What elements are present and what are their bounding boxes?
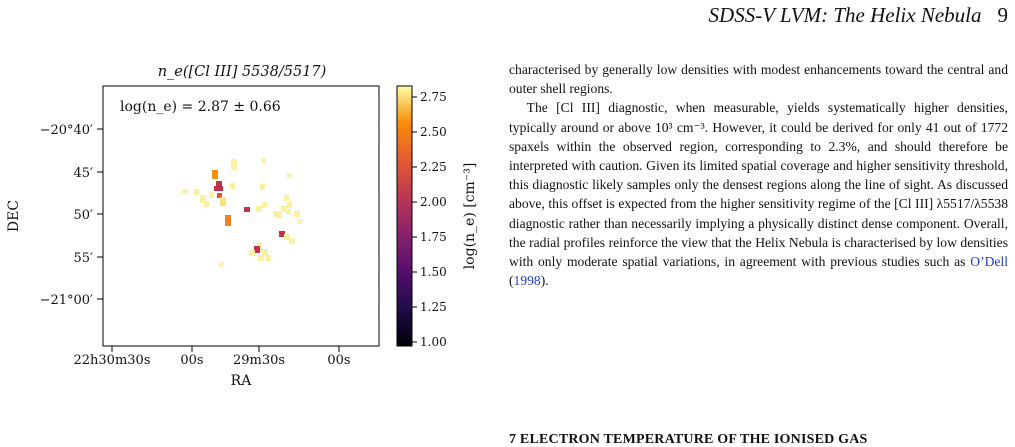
spaxel-cell bbox=[217, 193, 222, 198]
x-tick-label: 29m30s bbox=[233, 353, 285, 368]
spaxel-cell bbox=[284, 234, 290, 240]
spaxel-cell bbox=[260, 184, 265, 190]
spaxel-cell bbox=[276, 212, 282, 218]
citation-year-link[interactable]: 1998 bbox=[513, 273, 541, 289]
paragraph-2-text: The [Cl III] diagnostic, when measurable… bbox=[509, 100, 1008, 270]
colorbar bbox=[396, 85, 413, 347]
colorbar-tick-label: 2.25 bbox=[420, 160, 447, 174]
spaxel-cell bbox=[216, 181, 222, 190]
spaxel-cell bbox=[182, 189, 188, 194]
y-tick-label: 50′ bbox=[74, 208, 94, 223]
colorbar-label: log(n_e) [cm⁻³] bbox=[462, 163, 478, 270]
x-tick-label: 00s bbox=[327, 353, 350, 368]
spaxel-cell bbox=[231, 159, 237, 170]
spaxel-cell bbox=[244, 207, 250, 212]
spaxel-cell bbox=[261, 158, 266, 163]
colorbar-tick-label: 2.00 bbox=[420, 195, 447, 209]
spaxel-cell bbox=[262, 202, 267, 208]
colorbar-tick-label: 1.25 bbox=[420, 300, 447, 314]
paragraph-2: The [Cl III] diagnostic, when measurable… bbox=[509, 100, 1008, 289]
y-tick-label: 55′ bbox=[74, 251, 94, 266]
spaxel-cell bbox=[254, 246, 260, 253]
spaxel-cell bbox=[219, 262, 224, 267]
x-axis-label: RA bbox=[231, 373, 253, 389]
y-tick-label: −20°40′ bbox=[40, 123, 93, 138]
spaxel-cell bbox=[214, 186, 223, 191]
spaxel-cell bbox=[249, 250, 255, 256]
spaxel-cells bbox=[182, 158, 302, 267]
spaxel-cell bbox=[194, 189, 199, 195]
spaxel-cell bbox=[287, 202, 292, 208]
spaxel-cell bbox=[286, 209, 291, 214]
colorbar-tick-label: 1.50 bbox=[420, 265, 447, 279]
colorbar-tick-label: 2.50 bbox=[420, 125, 447, 139]
density-map-figure: n_e([Cl III] 5538/5517) log(n_e) = 2.87 … bbox=[6, 64, 478, 389]
spaxel-cell bbox=[225, 215, 231, 226]
running-title: SDSS-V LVM: The Helix Nebula bbox=[708, 3, 982, 27]
spaxel-cell bbox=[258, 255, 264, 261]
y-axis-label: DEC bbox=[6, 200, 22, 232]
page-number: 9 bbox=[997, 3, 1009, 27]
spaxel-cell bbox=[212, 170, 218, 179]
spaxel-cell bbox=[284, 195, 289, 201]
y-tick-label: 45′ bbox=[74, 166, 94, 181]
x-tick-label: 00s bbox=[180, 353, 203, 368]
body-text: characterised by generally low densities… bbox=[509, 60, 1008, 290]
colorbar-tick-label: 1.75 bbox=[420, 230, 447, 244]
x-tick-label: 22h30m30s bbox=[74, 353, 151, 368]
spaxel-cell bbox=[279, 231, 285, 237]
paragraph-1: characterised by generally low densities… bbox=[509, 62, 1008, 97]
x-axis-ticks: 22h30m30s 00s 29m30s 00s bbox=[74, 346, 351, 368]
spaxel-cell bbox=[297, 219, 302, 224]
spaxel-cell bbox=[209, 192, 214, 198]
colorbar-tick-label: 2.75 bbox=[420, 90, 447, 104]
spaxel-cell bbox=[281, 206, 287, 212]
density-annotation: log(n_e) = 2.87 ± 0.66 bbox=[120, 99, 281, 115]
citation-odell-link[interactable]: O’Dell bbox=[970, 254, 1008, 270]
spaxel-cell bbox=[287, 173, 292, 178]
spaxel-cell bbox=[200, 195, 206, 203]
spaxel-cell bbox=[266, 255, 271, 261]
section-heading: 7 ELECTRON TEMPERATURE OF THE IONISED GA… bbox=[509, 432, 868, 447]
colorbar-tick-label: 1.00 bbox=[420, 335, 447, 349]
y-tick-label: −21°00′ bbox=[40, 293, 93, 308]
spaxel-cell bbox=[204, 201, 209, 207]
spaxel-cell bbox=[256, 206, 262, 212]
paragraph-2-end: . bbox=[545, 273, 549, 289]
spaxel-cell bbox=[230, 183, 235, 189]
colorbar-ticks: 2.75 2.50 2.25 2.00 1.75 1.50 1.25 1.00 bbox=[412, 90, 447, 349]
map-frame bbox=[102, 85, 380, 347]
y-axis-ticks: −20°40′ 45′ 50′ 55′ −21°00′ bbox=[40, 123, 103, 308]
spaxel-cell bbox=[262, 249, 268, 255]
spaxel-cell bbox=[289, 238, 295, 244]
running-head: SDSS-V LVM: The Helix Nebula 9 bbox=[560, 3, 1008, 31]
spaxel-cell bbox=[220, 197, 226, 206]
spaxel-cell bbox=[294, 211, 300, 217]
panel-title: n_e([Cl III] 5538/5517) bbox=[158, 64, 327, 80]
